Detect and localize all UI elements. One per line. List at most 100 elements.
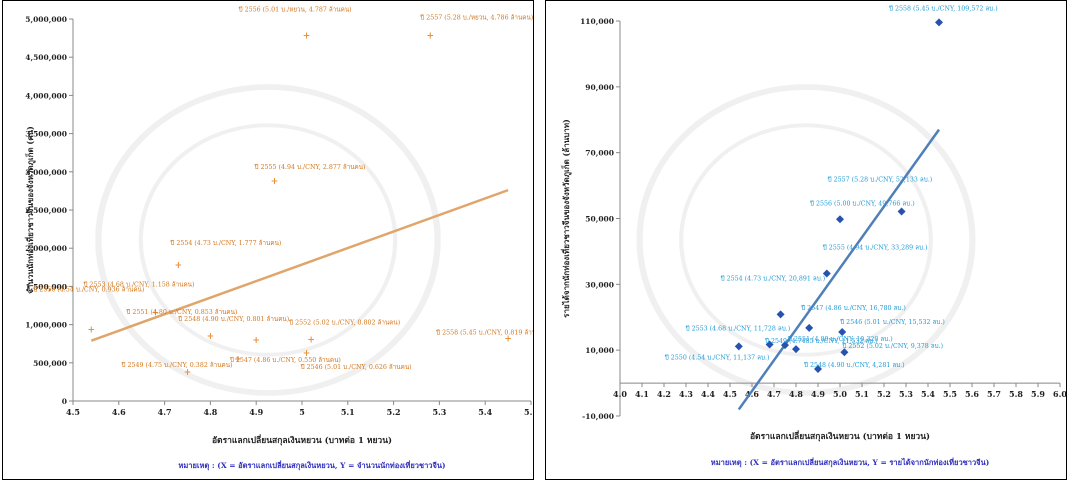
data-point <box>840 348 849 357</box>
x-tick-label: 5.3 <box>899 389 913 399</box>
x-tick-label: 4.0 <box>613 389 627 399</box>
chart-panel-tourists: 4.5 4.6 4.7 4.8 4.9 5 5.1 5.2 5.3 5.4 5.5 0 500,000 1… <box>2 0 534 480</box>
data-point <box>765 340 774 349</box>
data-point <box>792 345 800 354</box>
data-point <box>734 342 743 351</box>
x-tick-label: 5 <box>299 407 305 417</box>
x-tick-label: 5.0 <box>833 389 847 399</box>
x-tick-label: 4.7 <box>767 389 781 399</box>
y-tick-label: 2,000,000 <box>25 244 67 253</box>
y-tick-label: 90,000 <box>585 83 614 92</box>
data-label: ปี 2558 (5.45 บ./CNY, 109,572 ลบ.) <box>888 4 997 12</box>
data-point: + <box>504 334 512 344</box>
y-axis-title: จำนวนนักท่องเที่ยวชาวจีนของจังหวัดภูเก็ต… <box>24 126 36 294</box>
data-point: + <box>152 309 160 319</box>
x-tick-label: 4.5 <box>66 407 80 417</box>
trendline <box>737 128 941 411</box>
x-tick-label: 5.1 <box>855 389 869 399</box>
data-label: ปี 2548 (4.90 บ./CNY, 4,281 ลบ.) <box>803 361 904 369</box>
chart-note: หมายเหตุ : (X = อัตราแลกเปลี่ยนสกุลเงินห… <box>711 456 990 467</box>
x-tick-label: 4.9 <box>249 407 263 417</box>
x-axis-title: อัตราแลกเปลี่ยนสกุลเงินหยวน (บาทต่อ 1 หย… <box>750 429 930 442</box>
y-tick-label: 30,000 <box>585 280 614 289</box>
data-point: + <box>303 349 311 359</box>
x-tick-label: 5.2 <box>877 389 891 399</box>
data-point <box>822 269 831 278</box>
y-tick-label: 1,000,000 <box>25 321 67 330</box>
scatter-chart-revenue: 4.0 4.1 4.2 4.3 4.4 4.5 4.6 4.7 4.8 4.9 5.0 5.1 5.2 5… <box>560 4 1066 467</box>
x-tick-label: 5.9 <box>1031 389 1045 399</box>
data-label: ปี 2550 (4.54 บ./CNY, 0.936 ล้านคน) <box>33 285 145 293</box>
data-label: ปี 2555 (4.94 บ./CNY, 33,289 ลบ.) <box>822 244 927 252</box>
x-tick-label: 5.1 <box>341 407 355 417</box>
data-point <box>897 207 906 216</box>
data-point <box>838 327 847 336</box>
data-point: + <box>88 325 96 335</box>
x-tick-label: 4.6 <box>112 407 126 417</box>
y-tick-label: 500,000 <box>33 359 67 368</box>
x-tick-label: 4.6 <box>745 389 759 399</box>
y-tick-label: 10,000 <box>585 346 614 355</box>
data-point: + <box>207 332 215 342</box>
trendline <box>90 188 509 342</box>
data-label: ปี 2546 (5.01 บ./CNY, 15,532 ลบ.) <box>840 318 945 326</box>
x-tick-label: 4.3 <box>679 389 693 399</box>
data-point: + <box>303 31 311 41</box>
data-label: ปี 2548 (4.90 บ./CNY, 0.801 ล้านคน) <box>178 315 290 323</box>
data-point <box>935 18 943 27</box>
x-tick-label: 4.9 <box>811 389 825 399</box>
x-tick-label: 5.7 <box>987 389 1001 399</box>
y-tick-label: 3,000,000 <box>25 168 67 177</box>
x-tick-label: 5.3 <box>432 407 446 417</box>
data-label: ปี 2556 (5.01 บ./หยวน, 4.787 ล้านคน) <box>238 5 352 13</box>
data-label: ปี 2557 (5.28 บ./หยวน, 4.786 ล้านคน) <box>420 13 533 21</box>
x-tick-label: 4.7 <box>158 407 172 417</box>
x-tick-label: 5.4 <box>921 389 935 399</box>
data-point: + <box>234 355 242 365</box>
data-label: ปี 2551 (4.80 บ./CNY, 0.853 ล้านคน) <box>126 308 238 316</box>
data-point: + <box>307 336 315 346</box>
x-tick-label: 4.8 <box>203 407 217 417</box>
x-tick-label: 4.2 <box>657 389 671 399</box>
y-tick-label: 4,500,000 <box>25 53 67 62</box>
x-tick-label: 4.1 <box>635 389 649 399</box>
data-label: ปี 2556 (5.00 บ./CNY, 49,766 ลบ.) <box>809 199 914 207</box>
data-label: ปี 2549 (4.7485 บ./CNY, 11,532 ลบ.) <box>764 337 877 345</box>
data-point <box>781 341 789 350</box>
x-tick-label: 4.8 <box>789 389 803 399</box>
scatter-chart-tourists: 4.5 4.6 4.7 4.8 4.9 5 5.1 5.2 5.3 5.4 5.5 0 500,000 1… <box>24 5 533 470</box>
x-axis-title: อัตราแลกเปลี่ยนสกุลเงินหยวน (บาทต่อ 1 หย… <box>212 433 392 446</box>
data-label: ปี 2552 (5.02 บ./CNY, 9,378 ลบ.) <box>842 342 943 350</box>
data-point: + <box>184 368 192 378</box>
data-point <box>836 215 844 224</box>
y-tick-label: 2,500,000 <box>25 206 67 215</box>
data-label: ปี 2549 (4.75 บ./CNY, 0.382 ล้านคน) <box>121 361 233 369</box>
x-tick-label: 5.5 <box>943 389 957 399</box>
y-tick-label: 4,000,000 <box>25 91 67 100</box>
y-tick-label: 0 <box>62 397 67 406</box>
data-label: ปี 2550 (4.54 บ./CNY, 11,137 ลบ.) <box>664 353 769 361</box>
data-point: + <box>175 261 183 271</box>
y-axis-title: รายได้จากนักท่องเที่ยวชาวจีนของจังหวัดภู… <box>560 119 572 318</box>
y-tick-label: 70,000 <box>585 149 614 158</box>
data-label: ปี 2552 (5.02 บ./CNY, 0.802 ล้านคน) <box>289 319 401 327</box>
x-tick-label: 5.6 <box>965 389 979 399</box>
data-point <box>776 310 785 319</box>
y-tick-label: 5,000,000 <box>25 15 67 24</box>
data-label: ปี 2547 (4.86 บ./CNY, 16,780 ลบ.) <box>801 304 906 312</box>
data-label: ปี 2558 (5.45 บ./CNY, 0.819 ล้านคน) <box>435 328 533 336</box>
data-label: ปี 2557 (5.28 บ./CNY, 52,133 ลบ.) <box>827 175 932 183</box>
y-tick-label: 110,000 <box>580 17 614 26</box>
data-point <box>805 323 814 332</box>
x-tick-label: 5.8 <box>1009 389 1023 399</box>
data-label: ปี 2551 (4.80 บ./CNY, 10,320 ลบ.) <box>787 335 892 343</box>
data-label: ปี 2553 (4.68 บ./CNY, 11,728 ลบ.) <box>685 324 790 332</box>
x-tick-label: 4.5 <box>723 389 737 399</box>
data-point <box>814 364 822 373</box>
y-tick-label: -10,000 <box>582 412 614 421</box>
data-label: ปี 2554 (4.73 บ./CNY, 1.777 ล้านคน) <box>170 239 282 247</box>
y-tick-label: 50,000 <box>585 215 614 224</box>
data-label: ปี 2546 (5.01 บ./CNY, 0.626 ล้านคน) <box>300 363 412 371</box>
x-tick-label: 4.4 <box>701 389 715 399</box>
data-label: ปี 2547 (4.86 บ./CNY, 0.550 ล้านคน) <box>229 356 341 364</box>
